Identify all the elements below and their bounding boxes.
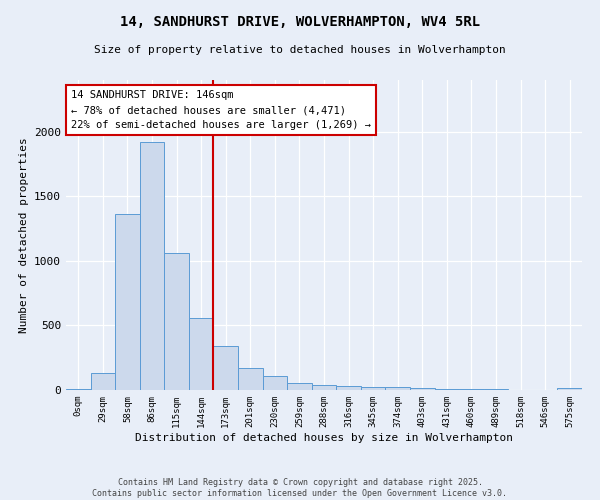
Bar [434, 389, 459, 390]
Bar [115, 214, 140, 390]
Bar [459, 389, 484, 390]
Text: 14 SANDHURST DRIVE: 146sqm
← 78% of detached houses are smaller (4,471)
22% of s: 14 SANDHURST DRIVE: 146sqm ← 78% of deta… [71, 90, 371, 130]
Bar [140, 142, 164, 390]
Text: Size of property relative to detached houses in Wolverhampton: Size of property relative to detached ho… [94, 45, 506, 55]
Bar [189, 318, 214, 390]
Bar [287, 383, 312, 390]
Bar [263, 376, 287, 390]
Bar [385, 388, 410, 390]
Bar [410, 388, 434, 390]
Text: 14, SANDHURST DRIVE, WOLVERHAMPTON, WV4 5RL: 14, SANDHURST DRIVE, WOLVERHAMPTON, WV4 … [120, 15, 480, 29]
Bar [214, 346, 238, 390]
Y-axis label: Number of detached properties: Number of detached properties [19, 137, 29, 333]
Bar [557, 388, 582, 390]
X-axis label: Distribution of detached houses by size in Wolverhampton: Distribution of detached houses by size … [135, 432, 513, 442]
Bar [336, 386, 361, 390]
Text: Contains HM Land Registry data © Crown copyright and database right 2025.
Contai: Contains HM Land Registry data © Crown c… [92, 478, 508, 498]
Bar [164, 253, 189, 390]
Bar [361, 387, 385, 390]
Bar [91, 373, 115, 390]
Bar [312, 386, 336, 390]
Bar [66, 388, 91, 390]
Bar [238, 368, 263, 390]
